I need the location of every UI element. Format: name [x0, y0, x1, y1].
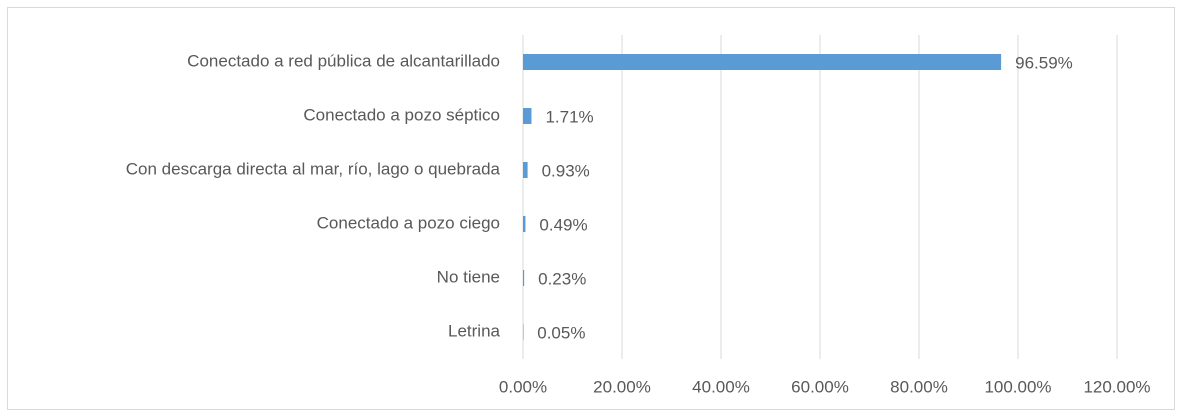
chart-border	[7, 7, 1175, 410]
x-tick-label: 100.00%	[984, 377, 1051, 396]
data-label: 1.71%	[545, 107, 593, 126]
x-tick-label: 40.00%	[692, 377, 750, 396]
data-label: 0.93%	[542, 161, 590, 180]
data-label: 0.23%	[538, 269, 586, 288]
bar	[523, 270, 525, 286]
y-tick-label: Conectado a red pública de alcantarillad…	[187, 51, 500, 70]
bar	[523, 54, 1002, 70]
x-tick-label: 80.00%	[890, 377, 948, 396]
bar	[523, 108, 532, 124]
y-tick-label: No tiene	[437, 267, 500, 286]
data-label: 96.59%	[1015, 53, 1073, 72]
data-label: 0.05%	[537, 323, 585, 342]
data-label: 0.49%	[539, 215, 587, 234]
bar	[523, 162, 528, 178]
bar	[523, 216, 526, 232]
x-tick-label: 60.00%	[791, 377, 849, 396]
y-tick-label: Letrina	[448, 321, 501, 340]
y-tick-label: Conectado a pozo ciego	[317, 213, 500, 232]
x-tick-label: 120.00%	[1083, 377, 1150, 396]
x-tick-label: 20.00%	[593, 377, 651, 396]
x-tick-label: 0.00%	[499, 377, 547, 396]
y-tick-label: Con descarga directa al mar, río, lago o…	[126, 159, 501, 178]
y-tick-label: Conectado a pozo séptico	[303, 105, 500, 124]
bar	[523, 324, 524, 340]
